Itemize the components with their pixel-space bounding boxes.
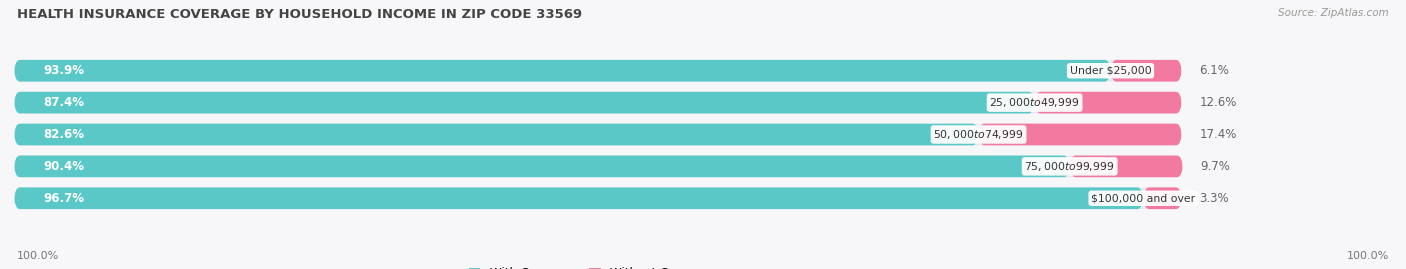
FancyBboxPatch shape	[14, 92, 1035, 114]
Text: 96.7%: 96.7%	[44, 192, 84, 205]
Text: $50,000 to $74,999: $50,000 to $74,999	[934, 128, 1024, 141]
FancyBboxPatch shape	[14, 92, 1182, 114]
FancyBboxPatch shape	[14, 187, 1182, 209]
Text: 12.6%: 12.6%	[1199, 96, 1237, 109]
FancyBboxPatch shape	[14, 155, 1070, 177]
FancyBboxPatch shape	[14, 155, 1182, 177]
FancyBboxPatch shape	[14, 60, 1111, 82]
FancyBboxPatch shape	[1035, 92, 1182, 114]
Text: $100,000 and over: $100,000 and over	[1091, 193, 1195, 203]
Text: 100.0%: 100.0%	[1347, 251, 1389, 261]
Text: HEALTH INSURANCE COVERAGE BY HOUSEHOLD INCOME IN ZIP CODE 33569: HEALTH INSURANCE COVERAGE BY HOUSEHOLD I…	[17, 8, 582, 21]
Text: Under $25,000: Under $25,000	[1070, 66, 1152, 76]
FancyBboxPatch shape	[979, 124, 1182, 145]
FancyBboxPatch shape	[14, 187, 1143, 209]
Text: 100.0%: 100.0%	[17, 251, 59, 261]
Text: Source: ZipAtlas.com: Source: ZipAtlas.com	[1278, 8, 1389, 18]
Text: 9.7%: 9.7%	[1201, 160, 1230, 173]
Text: 17.4%: 17.4%	[1199, 128, 1237, 141]
Text: 3.3%: 3.3%	[1199, 192, 1229, 205]
FancyBboxPatch shape	[14, 60, 1182, 82]
Text: $25,000 to $49,999: $25,000 to $49,999	[990, 96, 1080, 109]
Text: $75,000 to $99,999: $75,000 to $99,999	[1025, 160, 1115, 173]
Legend: With Coverage, Without Coverage: With Coverage, Without Coverage	[468, 267, 717, 269]
Text: 6.1%: 6.1%	[1199, 64, 1229, 77]
FancyBboxPatch shape	[1111, 60, 1182, 82]
FancyBboxPatch shape	[1143, 187, 1182, 209]
FancyBboxPatch shape	[14, 124, 1182, 145]
FancyBboxPatch shape	[14, 124, 979, 145]
Text: 93.9%: 93.9%	[44, 64, 84, 77]
Text: 82.6%: 82.6%	[44, 128, 84, 141]
FancyBboxPatch shape	[1070, 155, 1182, 177]
Text: 90.4%: 90.4%	[44, 160, 84, 173]
Text: 87.4%: 87.4%	[44, 96, 84, 109]
